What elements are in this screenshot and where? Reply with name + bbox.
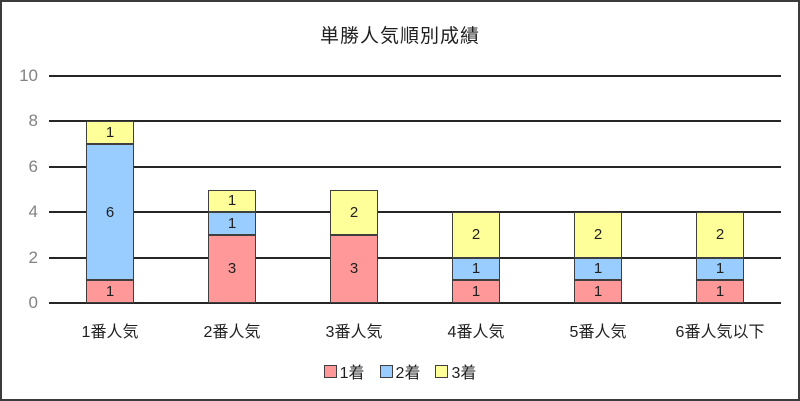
bar-value-label: 1 bbox=[227, 215, 237, 233]
bar-segment-5番人気-2着: 1 bbox=[574, 257, 622, 281]
x-tick-label-1: 1番人気 bbox=[81, 324, 139, 341]
gridline-y8 bbox=[49, 120, 781, 123]
bar-segment-5番人気-1着: 1 bbox=[574, 280, 622, 303]
gridline-y4 bbox=[49, 211, 781, 214]
bar-value-label: 1 bbox=[471, 260, 481, 278]
bar-value-label: 2 bbox=[715, 226, 725, 244]
y-tick-label-6: 6 bbox=[28, 156, 38, 176]
y-tick-label-10: 10 bbox=[19, 66, 38, 85]
bar-segment-2番人気-1着: 3 bbox=[208, 234, 256, 303]
legend-item-3着: 3着 bbox=[435, 359, 476, 383]
bar-value-label: 6 bbox=[105, 203, 115, 221]
legend-item-2着: 2着 bbox=[379, 359, 421, 383]
bar-value-label: 1 bbox=[471, 283, 481, 301]
bar-segment-1番人気-1着: 1 bbox=[86, 280, 134, 303]
bar-segment-2番人気-2着: 1 bbox=[208, 212, 256, 235]
bar-segment-6番人気以下-3着: 2 bbox=[696, 212, 744, 258]
bar-value-label: 3 bbox=[227, 260, 237, 278]
legend-swatch-icon bbox=[379, 364, 393, 378]
bar-segment-5番人気-3着: 2 bbox=[574, 212, 622, 258]
bar-value-label: 1 bbox=[105, 283, 115, 301]
x-tick-label-4: 4番人気 bbox=[447, 324, 505, 341]
bar-segment-6番人気以下-1着: 1 bbox=[696, 280, 744, 303]
y-tick-label-0: 0 bbox=[28, 293, 38, 312]
legend-label: 3着 bbox=[451, 365, 477, 382]
bar-value-label: 1 bbox=[715, 260, 725, 278]
bar-value-label: 2 bbox=[471, 226, 481, 244]
bar-segment-4番人気-2着: 1 bbox=[452, 257, 500, 281]
legend: 1着 2着 3着 bbox=[2, 359, 798, 383]
bar-value-label: 3 bbox=[349, 260, 359, 278]
bar-value-label: 1 bbox=[105, 124, 115, 142]
bar-segment-1番人気-2着: 6 bbox=[86, 144, 134, 281]
legend-label: 2着 bbox=[395, 365, 421, 382]
bar-value-label: 1 bbox=[593, 260, 603, 278]
x-tick-label-6: 6番人気以下 bbox=[675, 324, 765, 341]
bar-segment-4番人気-3着: 2 bbox=[452, 212, 500, 258]
bar-value-label: 1 bbox=[715, 283, 725, 301]
x-tick-label-2: 2番人気 bbox=[203, 324, 261, 341]
x-tick-label-3: 3番人気 bbox=[325, 324, 383, 341]
legend-swatch-icon bbox=[323, 364, 337, 378]
legend-swatch-icon bbox=[435, 364, 449, 378]
gridline-y10 bbox=[49, 75, 781, 77]
gridline-y6 bbox=[49, 165, 781, 168]
gridline-y0 bbox=[49, 302, 781, 304]
y-tick-label-2: 2 bbox=[28, 247, 38, 267]
bar-segment-1番人気-3着: 1 bbox=[86, 121, 134, 145]
bar-segment-4番人気-1着: 1 bbox=[452, 280, 500, 303]
legend-label: 1着 bbox=[339, 365, 365, 382]
bar-segment-3番人気-1着: 3 bbox=[330, 234, 378, 303]
y-tick-label-8: 8 bbox=[28, 111, 38, 131]
bar-value-label: 1 bbox=[593, 283, 603, 301]
x-tick-label-5: 5番人気 bbox=[569, 324, 627, 341]
bar-segment-2番人気-3着: 1 bbox=[208, 189, 256, 213]
chart-title: 単勝人気順別成績 bbox=[319, 26, 480, 47]
bar-value-label: 2 bbox=[593, 226, 603, 244]
y-tick-label-4: 4 bbox=[28, 202, 38, 222]
bar-segment-6番人気以下-2着: 1 bbox=[696, 257, 744, 281]
gridline-y2 bbox=[49, 256, 781, 259]
bar-value-label: 2 bbox=[349, 203, 359, 221]
bar-value-label: 1 bbox=[227, 192, 237, 210]
legend-item-1着: 1着 bbox=[323, 359, 365, 383]
bar-segment-3番人気-3着: 2 bbox=[330, 189, 378, 235]
